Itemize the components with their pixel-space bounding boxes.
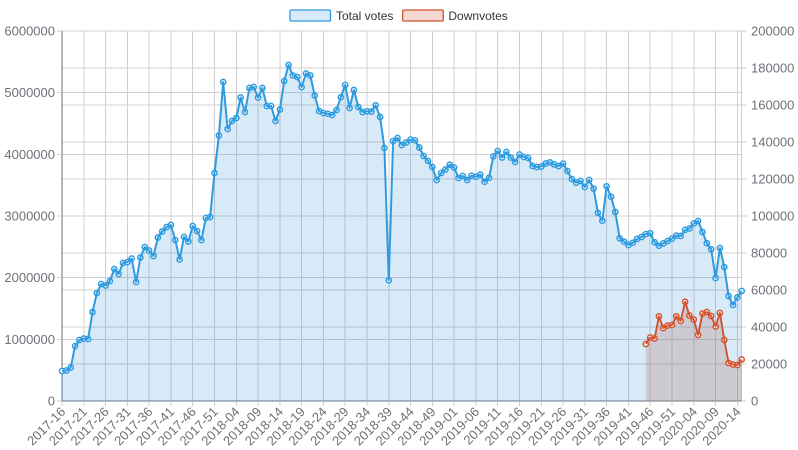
svg-text:80000: 80000 <box>751 246 787 261</box>
svg-text:5000000: 5000000 <box>4 85 55 100</box>
svg-text:100000: 100000 <box>751 209 794 224</box>
svg-text:Downvotes: Downvotes <box>448 9 507 23</box>
svg-text:120000: 120000 <box>751 172 794 187</box>
svg-text:160000: 160000 <box>751 98 794 113</box>
svg-text:20000: 20000 <box>751 357 787 372</box>
svg-text:200000: 200000 <box>751 24 794 39</box>
svg-text:1000000: 1000000 <box>4 332 55 347</box>
svg-text:4000000: 4000000 <box>4 147 55 162</box>
svg-text:0: 0 <box>751 394 758 409</box>
svg-text:6000000: 6000000 <box>4 24 55 39</box>
svg-text:Total votes: Total votes <box>336 9 393 23</box>
svg-text:3000000: 3000000 <box>4 209 55 224</box>
svg-text:60000: 60000 <box>751 283 787 298</box>
svg-text:40000: 40000 <box>751 320 787 335</box>
svg-text:0: 0 <box>48 394 55 409</box>
svg-text:140000: 140000 <box>751 135 794 150</box>
svg-text:180000: 180000 <box>751 61 794 76</box>
svg-text:2000000: 2000000 <box>4 270 55 285</box>
